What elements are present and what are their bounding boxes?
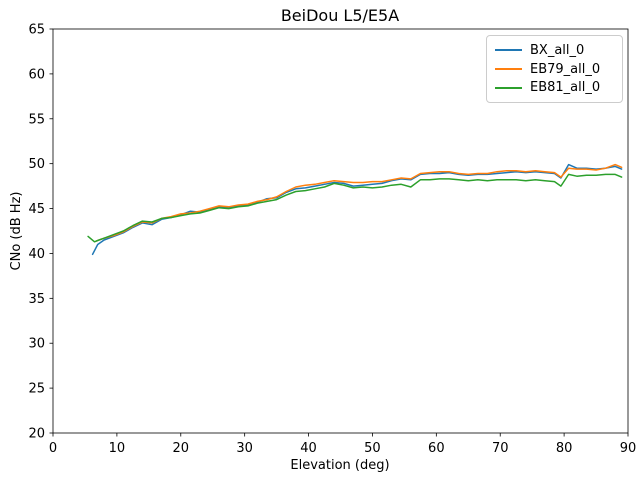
series-line-eb79-all-0 xyxy=(95,163,623,242)
x-tick-label: 50 xyxy=(364,441,381,456)
y-tick-label: 30 xyxy=(28,337,45,352)
legend: BX_all_0 EB79_all_0 EB81_all_0 xyxy=(486,35,623,103)
x-tick-label: 40 xyxy=(300,441,317,456)
y-tick-label: 55 xyxy=(28,112,45,127)
x-tick-label: 90 xyxy=(620,441,637,456)
x-tick-label: 80 xyxy=(556,441,573,456)
legend-label: EB81_all_0 xyxy=(530,80,601,96)
legend-item: BX_all_0 xyxy=(495,41,614,60)
x-tick-label: 0 xyxy=(49,441,57,456)
x-tick-label: 70 xyxy=(492,441,509,456)
legend-label: BX_all_0 xyxy=(530,42,585,58)
y-tick-label: 60 xyxy=(28,67,45,82)
y-tick-label: 65 xyxy=(28,23,45,38)
x-axis-ticks: 0 10 20 30 40 50 60 70 80 90 xyxy=(49,433,636,456)
series-line-eb81-all-0 xyxy=(87,173,623,243)
chart-title: BeiDou L5/E5A xyxy=(281,6,399,25)
x-tick-label: 60 xyxy=(428,441,445,456)
y-tick-label: 45 xyxy=(28,202,45,217)
y-tick-label: 40 xyxy=(28,247,45,262)
legend-label: EB79_all_0 xyxy=(530,61,601,77)
legend-line-sample xyxy=(495,68,522,70)
y-tick-label: 50 xyxy=(28,157,45,172)
x-axis-label: Elevation (deg) xyxy=(290,458,389,473)
x-tick-label: 10 xyxy=(109,441,126,456)
y-axis-ticks: 20 25 30 35 40 45 50 55 60 65 xyxy=(28,23,53,442)
series-lines xyxy=(87,163,623,256)
y-tick-label: 35 xyxy=(28,292,45,307)
legend-line-sample xyxy=(495,86,522,89)
legend-item: EB79_all_0 xyxy=(495,60,614,79)
x-tick-label: 20 xyxy=(173,441,190,456)
legend-item: EB81_all_0 xyxy=(495,78,614,97)
legend-line-sample xyxy=(495,49,522,52)
y-tick-label: 20 xyxy=(28,427,45,442)
plot-border xyxy=(52,28,629,434)
y-tick-label: 25 xyxy=(28,382,45,397)
y-axis-label: CNo (dB Hz) xyxy=(9,192,24,271)
x-tick-label: 30 xyxy=(236,441,253,456)
series-line-bx-all-0 xyxy=(91,163,623,256)
